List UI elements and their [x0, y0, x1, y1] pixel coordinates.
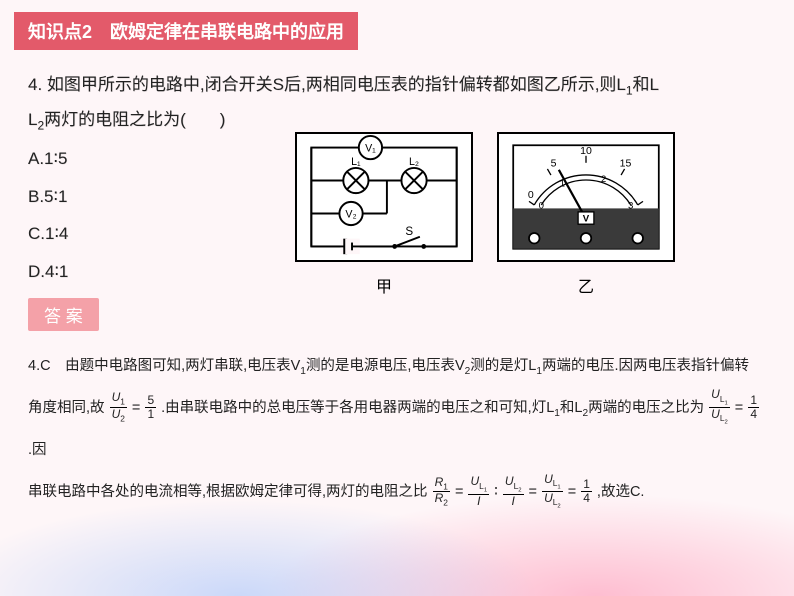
exp1d: 两端的电压.因两电压表指针偏转 — [542, 358, 749, 374]
exp2e: .因 — [28, 442, 47, 458]
svg-text:10: 10 — [580, 145, 592, 157]
exp-line1: 4.C 由题中电路图可知,两灯串联,电压表V1测的是电源电压,电压表V2测的是灯… — [28, 345, 766, 387]
below-stem: A.1∶5 B.5∶1 C.1∶4 D.4∶1 V₁ — [28, 140, 766, 290]
svg-text:3: 3 — [628, 201, 633, 212]
circuit-diagram: V₁ L₁ L₂ — [295, 132, 473, 262]
svg-text:5: 5 — [551, 158, 557, 170]
fig-right-label: 乙 — [497, 273, 675, 297]
exp1a: 4.C 由题中电路图可知,两灯串联,电压表V — [28, 358, 300, 374]
svg-text:L₂: L₂ — [409, 156, 419, 168]
exp3b: ,故选C. — [597, 484, 645, 500]
svg-text:L₁: L₁ — [351, 156, 361, 168]
exp2c: 和L — [560, 400, 583, 416]
svg-text:V₂: V₂ — [345, 209, 356, 221]
exp2b: .由串联电路中的总电压等于各用电器两端的电压之和可知,灯L — [161, 400, 554, 416]
fig-left-label: 甲 — [295, 273, 473, 297]
figure: V₁ L₁ L₂ — [295, 132, 675, 297]
question-stem: 4. 如图甲所示的电路中,闭合开关S后,两相同电压表的指针偏转都如图乙所示,则L… — [28, 68, 766, 138]
exp-line3: 串联电路中各处的电流相等,根据欧姆定律可得,两灯的电阻之比 R1R2 = UL1… — [28, 471, 766, 513]
q-num: 4. — [28, 75, 42, 94]
q-stem-a: 如图甲所示的电路中,闭合开关S后,两相同电压表的指针偏转都如图乙所示,则L — [42, 75, 626, 94]
svg-text:2: 2 — [601, 174, 606, 185]
answer-label: 答 案 — [28, 298, 99, 331]
exp1b: 测的是电源电压,电压表V — [306, 358, 465, 374]
explanation: 4.C 由题中电路图可知,两灯串联,电压表V1测的是电源电压,电压表V2测的是灯… — [28, 345, 766, 513]
figure-right: 0 5 10 15 0 1 2 3 V — [497, 132, 675, 297]
exp-line2: 角度相同,故 U1U2 = 51 .由串联电路中的总电压等于各用电器两端的电压之… — [28, 387, 766, 471]
svg-text:S: S — [405, 225, 413, 238]
exp1c: 测的是灯L — [470, 358, 536, 374]
topic-heading: 知识点2 欧姆定律在串联电路中的应用 — [14, 12, 358, 50]
svg-text:V₁: V₁ — [365, 143, 376, 155]
content-area: 4. 如图甲所示的电路中,闭合开关S后,两相同电压表的指针偏转都如图乙所示,则L… — [0, 50, 794, 513]
svg-text:15: 15 — [620, 158, 632, 170]
q-stem-c: 两灯的电阻之比为( ) — [44, 110, 225, 129]
svg-text:0: 0 — [539, 201, 544, 212]
exp2a: 角度相同,故 — [28, 400, 105, 416]
figure-left: V₁ L₁ L₂ — [295, 132, 473, 297]
voltmeter-diagram: 0 5 10 15 0 1 2 3 V — [497, 132, 675, 262]
exp2d: 两端的电压之比为 — [588, 400, 704, 416]
svg-text:V: V — [583, 214, 590, 225]
exp3a: 串联电路中各处的电流相等,根据欧姆定律可得,两灯的电阻之比 — [28, 484, 428, 500]
q-sub1: 1 — [626, 83, 633, 97]
svg-text:0: 0 — [528, 189, 534, 201]
q-stem-b: 和L — [633, 75, 659, 94]
